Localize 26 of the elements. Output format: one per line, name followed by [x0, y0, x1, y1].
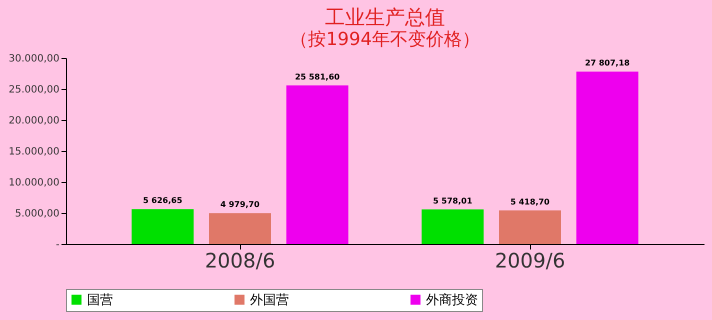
data-label: 25 581,60	[294, 72, 340, 82]
y-tick-label: 10.000,00	[8, 178, 60, 188]
bar	[499, 210, 561, 244]
y-tick-label: 25.000,00	[8, 84, 60, 96]
y-tick-label: 30.000,00	[8, 54, 60, 64]
bar	[132, 209, 194, 244]
data-label: 27 807,18	[584, 58, 630, 68]
y-tick-label: -	[56, 240, 60, 250]
y-tick-label: 20.000,00	[8, 116, 60, 126]
chart-title: 工业生产总值	[325, 5, 445, 29]
legend-label: 外商投资	[426, 292, 478, 308]
y-tick-label: 5.000,00	[14, 208, 60, 220]
x-tick-label: 2009/6	[494, 248, 566, 272]
bar	[286, 85, 348, 244]
bar	[422, 209, 484, 244]
bar	[209, 213, 271, 244]
legend-label: 国营	[87, 292, 113, 308]
data-label: 5 626,65	[143, 196, 183, 206]
data-label: 5 418,70	[510, 197, 550, 206]
data-label: 5 578,01	[433, 196, 473, 206]
data-label: 4 979,70	[220, 200, 260, 210]
y-tick-label: 15.000,00	[8, 146, 60, 158]
chart-subtitle: （按1994年不变价格）	[290, 29, 480, 50]
x-tick-label: 2008/6	[204, 248, 276, 272]
bar	[576, 72, 638, 244]
legend-label: 外国营	[250, 292, 289, 308]
